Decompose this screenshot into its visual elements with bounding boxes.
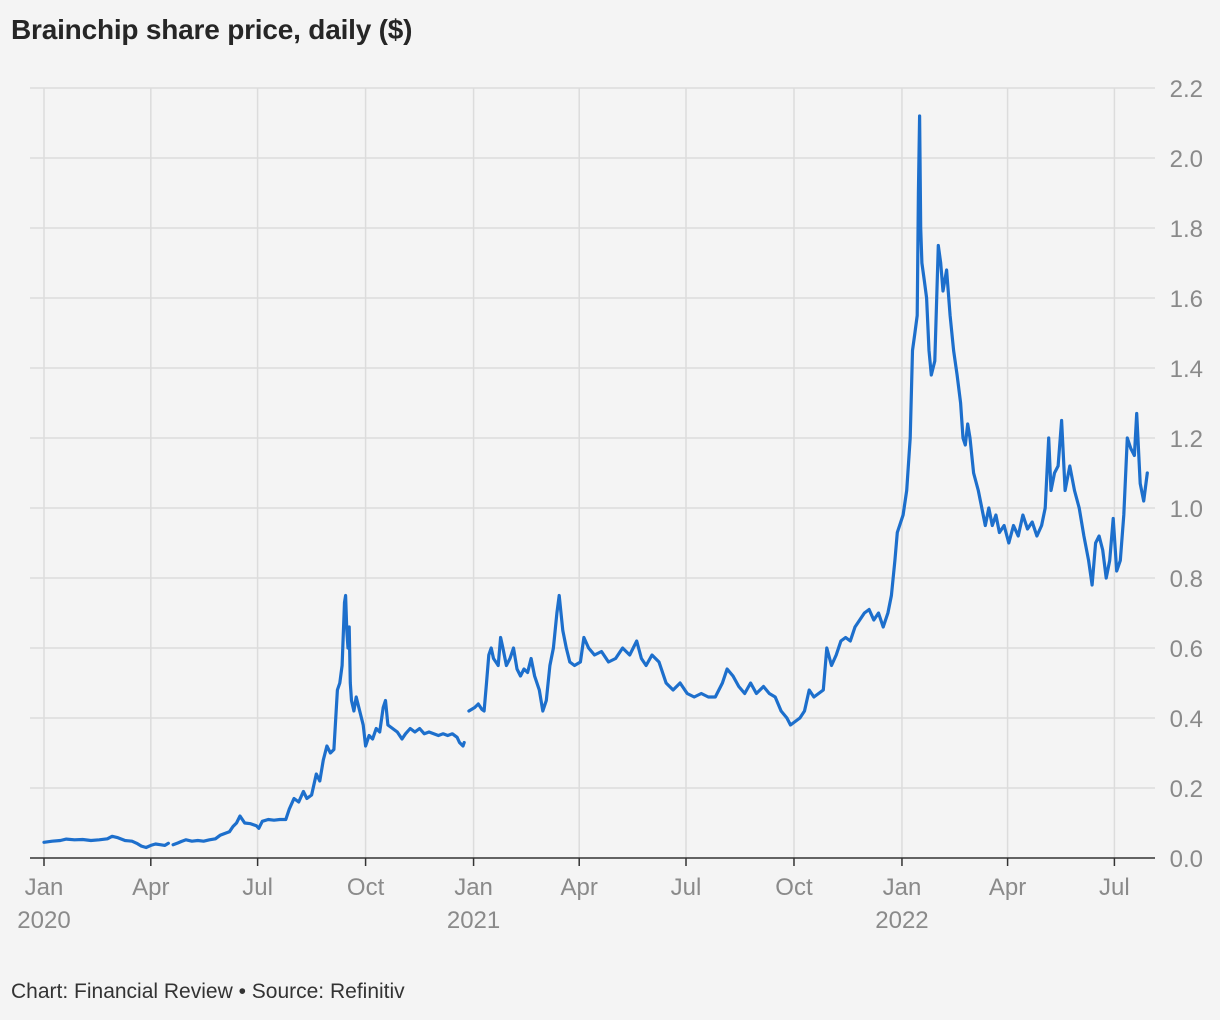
x-tick-month: Apr (989, 874, 1026, 901)
x-tick-year: 2022 (875, 907, 928, 934)
price-series (42, 114, 1149, 850)
y-tick-label: 0.0 (1170, 846, 1203, 873)
x-tick-month: Apr (132, 874, 169, 901)
x-tick-year: 2021 (447, 907, 500, 934)
y-axis-ticks: 0.0 0.2 0.4 0.6 0.8 1.0 1.2 1.4 1.6 1.8 2.0 2.2 (1170, 76, 1203, 873)
y-tick-label: 0.8 (1170, 566, 1203, 593)
x-tick-month: Oct (775, 874, 813, 901)
y-tick-label: 1.6 (1170, 286, 1203, 313)
x-tick-month: Jul (1099, 874, 1130, 901)
gridlines (30, 87, 1155, 866)
x-tick-month: Jan (454, 874, 493, 901)
y-tick-label: 0.2 (1170, 776, 1203, 803)
x-tick-month: Jan (883, 874, 922, 901)
series-line-segment (171, 593, 466, 847)
y-tick-label: 1.8 (1170, 216, 1203, 243)
y-tick-label: 2.2 (1170, 76, 1203, 103)
y-tick-label: 1.4 (1170, 356, 1203, 383)
chart-svg: 0.0 0.2 0.4 0.6 0.8 1.0 1.2 1.4 1.6 1.8 2.0 2.2 Jan… (17, 76, 1203, 934)
x-tick-year: 2020 (17, 907, 70, 934)
y-tick-label: 1.0 (1170, 496, 1203, 523)
series-line-segment (467, 114, 1149, 727)
series-line-segment (42, 834, 170, 850)
source-credit: Chart: Financial Review • Source: Refini… (11, 980, 405, 1003)
x-tick-month: Oct (347, 874, 385, 901)
y-tick-label: 0.6 (1170, 636, 1203, 663)
y-tick-label: 0.4 (1170, 706, 1203, 733)
x-tick-month: Jan (25, 874, 64, 901)
chart-title: Brainchip share price, daily ($) (11, 14, 413, 45)
y-tick-label: 2.0 (1170, 146, 1203, 173)
y-tick-label: 1.2 (1170, 426, 1203, 453)
x-tick-month: Jul (242, 874, 273, 901)
x-tick-month: Apr (561, 874, 598, 901)
x-axis-ticks: Jan 2020 Apr Jul Oct Jan 2021 Apr Jul Oct Jan 2022 A… (17, 874, 1129, 934)
x-tick-month: Jul (671, 874, 702, 901)
